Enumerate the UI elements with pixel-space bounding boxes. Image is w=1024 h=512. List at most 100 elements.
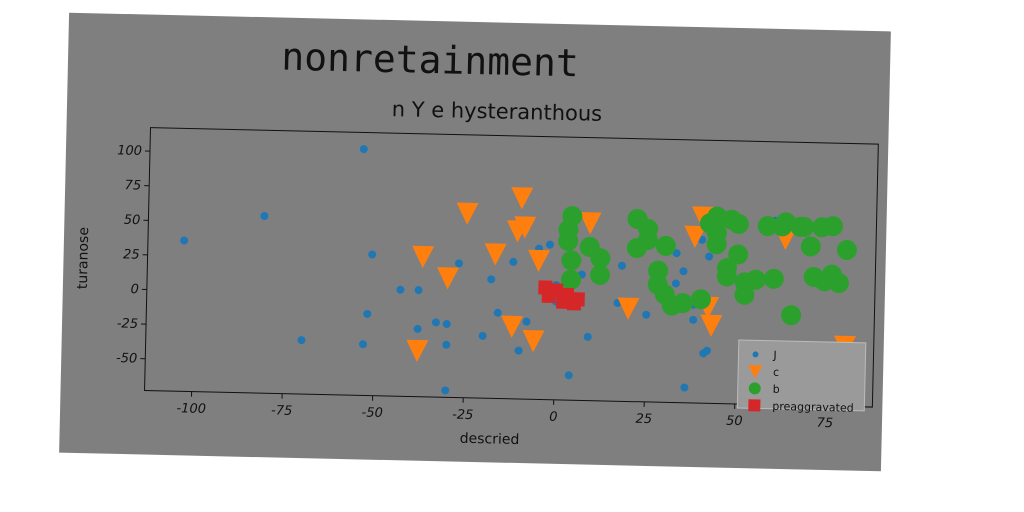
y-tick-label: -50	[116, 351, 138, 366]
point-c	[684, 225, 707, 248]
point-J	[358, 340, 367, 349]
point-J	[396, 285, 405, 294]
x-tick-label: 25	[635, 412, 652, 427]
legend-marker	[752, 351, 759, 358]
legend-box	[736, 339, 867, 412]
point-J	[514, 346, 523, 355]
point-b	[590, 264, 611, 285]
x-tick-label: -75	[271, 403, 293, 418]
point-b	[558, 230, 579, 251]
legend-item-J: J	[752, 349, 777, 362]
point-J	[414, 286, 423, 295]
legend: Jcb preaggravated	[736, 339, 867, 415]
point-c	[437, 267, 460, 290]
legend-marker	[748, 365, 763, 379]
legend-marker	[748, 382, 761, 395]
point-J	[487, 275, 496, 284]
x-axis-ticks: -100 -75 -50 -25 0 25 50 75	[176, 391, 833, 431]
point-b	[672, 293, 693, 314]
point-J	[672, 249, 681, 258]
legend-item-b: b	[748, 382, 780, 396]
point-c	[528, 249, 550, 273]
point-preaggravated	[566, 296, 582, 311]
y-tick-label: 25	[123, 247, 140, 262]
point-J	[297, 336, 306, 345]
point-J	[680, 383, 689, 392]
point-c	[456, 202, 479, 225]
point-J	[689, 315, 698, 324]
point-b	[757, 216, 778, 237]
series-b	[558, 206, 857, 326]
scatter-chart: nonretainment n Y e hysteranthous -50 -25…	[75, 35, 879, 448]
point-b	[800, 236, 821, 257]
y-tick-label: -25	[117, 316, 139, 331]
point-J	[509, 257, 518, 266]
y-tick-label: 75	[124, 178, 141, 193]
point-c	[484, 243, 507, 266]
y-tick-label: 100	[117, 143, 142, 159]
series-c	[406, 187, 856, 363]
point-c	[506, 220, 529, 243]
x-tick-label: -100	[176, 401, 206, 417]
x-tick-label: -50	[361, 405, 383, 420]
point-J	[522, 317, 531, 326]
point-b	[561, 250, 582, 271]
point-b	[728, 244, 749, 265]
point-J	[368, 250, 377, 259]
point-J	[642, 310, 651, 319]
point-J	[442, 320, 451, 329]
point-b	[637, 229, 658, 250]
point-J	[260, 212, 269, 221]
x-tick-label: 75	[816, 416, 833, 431]
plot-area	[144, 127, 879, 408]
point-b	[734, 284, 755, 305]
point-b	[836, 240, 857, 261]
point-J	[679, 267, 688, 276]
point-J	[698, 235, 707, 244]
point-b	[706, 223, 727, 244]
legend-item-preaggravated: preaggravated	[748, 399, 854, 415]
point-b	[822, 216, 843, 237]
point-b	[828, 273, 849, 294]
point-c	[617, 297, 640, 320]
point-J	[359, 145, 368, 154]
point-J	[478, 331, 487, 340]
point-b	[763, 268, 784, 289]
legend-label: b	[773, 383, 780, 396]
point-c	[511, 187, 534, 210]
point-J	[702, 346, 711, 355]
point-J	[617, 261, 626, 270]
point-J	[431, 318, 440, 327]
point-b	[655, 235, 676, 256]
point-J	[454, 259, 463, 268]
y-axis-ticks: -50 -25 0 25 50 75 100	[116, 143, 150, 367]
point-b	[690, 289, 711, 310]
legend-label: J	[772, 349, 777, 362]
point-c	[501, 315, 524, 338]
point-J	[545, 240, 554, 249]
point-J	[413, 324, 422, 333]
chart-title: nonretainment	[281, 35, 579, 86]
data-points	[180, 145, 857, 395]
point-J	[441, 386, 450, 395]
y-tick-label: 0	[130, 282, 139, 297]
point-c	[412, 245, 435, 269]
point-b	[793, 216, 814, 237]
point-J	[493, 308, 502, 317]
point-c	[700, 314, 723, 337]
point-b	[716, 266, 737, 287]
point-J	[180, 236, 189, 245]
point-b	[745, 269, 766, 290]
x-tick-label: 50	[726, 414, 743, 429]
y-axis-label: turanose	[75, 227, 92, 289]
point-b	[781, 305, 802, 326]
point-preaggravated	[556, 294, 571, 309]
x-tick-label: 0	[549, 410, 558, 425]
legend-label: preaggravated	[772, 400, 854, 415]
chart-subtitle: n Y e hysteranthous	[392, 97, 603, 126]
x-axis-label: descried	[460, 431, 520, 448]
point-c	[522, 329, 545, 353]
series-preaggravated	[538, 280, 585, 311]
point-preaggravated	[541, 288, 556, 304]
